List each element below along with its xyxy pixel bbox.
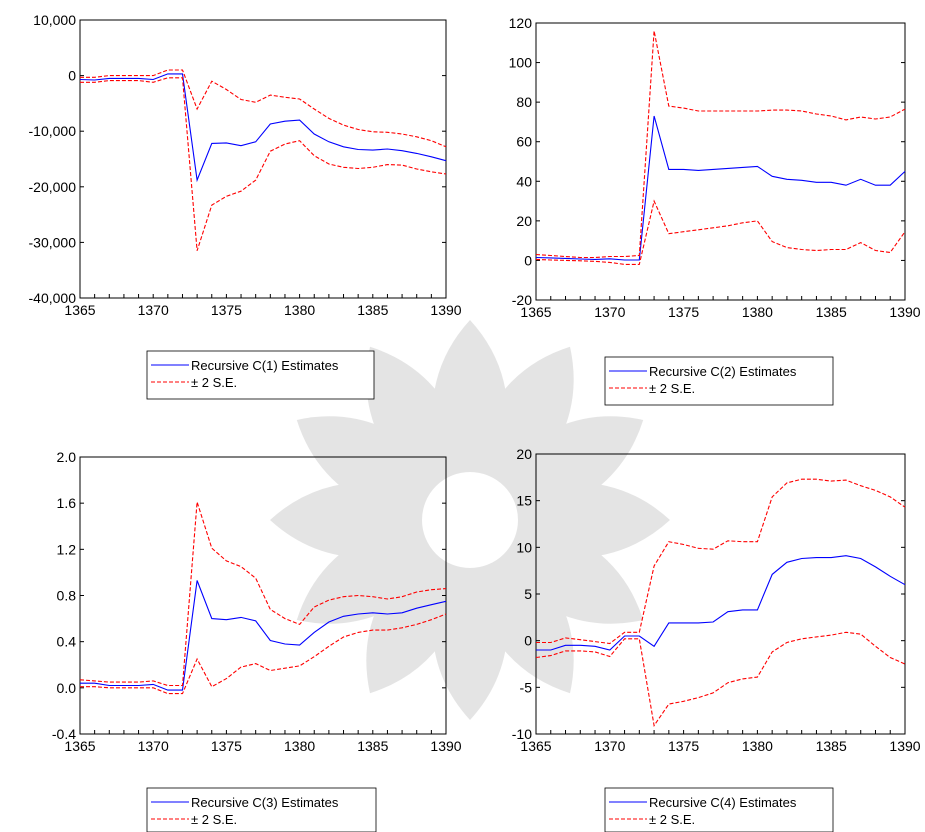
y-tick-label: 20 <box>516 213 532 229</box>
y-tick-label: 40 <box>516 173 532 189</box>
y-tick-label: 0 <box>524 633 532 649</box>
y-tick-label: -20,000 <box>29 179 77 195</box>
legend-3: Recursive C(3) Estimates ± 2 S.E. <box>146 787 377 832</box>
plot-4: -10 -5 0 5 10 15 20 1365 1370 1375 1380 1385 1390 <box>512 446 921 754</box>
x-tick-label: 1365 <box>520 738 551 754</box>
y-tick-label: 0.4 <box>57 634 77 650</box>
plot-frame <box>535 453 906 735</box>
plot-frame <box>535 22 906 301</box>
legend-label-estimates: Recursive C(1) Estimates <box>191 358 339 373</box>
series-line-2 <box>80 69 447 148</box>
series-line-2 <box>79 501 447 687</box>
x-tick-label: 1390 <box>430 302 461 318</box>
x-tick-label: 1385 <box>816 738 847 754</box>
x-tick-label: 1375 <box>668 304 699 320</box>
x-tick-label: 1390 <box>889 304 920 320</box>
legend-label-se: ± 2 S.E. <box>191 812 237 827</box>
x-tick-label: 1370 <box>138 302 169 318</box>
y-tick-label: 0.0 <box>57 680 77 696</box>
legend-box <box>604 356 834 406</box>
y-tick-label: 0 <box>524 252 532 268</box>
legend-label-estimates: Recursive C(4) Estimates <box>649 795 797 810</box>
series-line-3 <box>535 631 906 728</box>
y-tick-label: 60 <box>516 134 532 150</box>
series-line-1 <box>536 555 906 651</box>
plot-2: -20 0 20 40 60 80 100 120 1365 1370 1375 1380 1385 13… <box>509 15 921 320</box>
y-tick-label: -30,000 <box>29 234 77 250</box>
y-tick-label: -5 <box>520 679 533 695</box>
legend-label-estimates: Recursive C(2) Estimates <box>649 364 797 379</box>
x-tick-label: 1365 <box>520 304 551 320</box>
y-tick-label: 100 <box>509 55 533 71</box>
legend-box <box>146 787 377 832</box>
y-tick-label: 10 <box>516 539 532 555</box>
series-line-1 <box>535 115 906 261</box>
x-tick-label: 1370 <box>594 304 625 320</box>
y-tick-label: 0 <box>68 68 76 84</box>
y-tick-label: 120 <box>509 15 533 31</box>
x-tick-label: 1365 <box>64 302 95 318</box>
y-tick-label: 1.2 <box>57 541 77 557</box>
x-tick-label: 1390 <box>889 738 920 754</box>
y-tick-label: 1.6 <box>57 495 77 511</box>
series-line-1 <box>79 73 447 183</box>
series-line-3 <box>80 77 447 251</box>
x-tick-label: 1385 <box>816 304 847 320</box>
series-line-3 <box>80 613 447 695</box>
legend-4: Recursive C(4) Estimates ± 2 S.E. <box>604 787 834 832</box>
plot-1: -40,000 -30,000 -20,000 -10,000 0 10,000 1365 1… <box>29 12 462 318</box>
x-tick-label: 1370 <box>138 738 169 754</box>
legend-label-se: ± 2 S.E. <box>649 381 695 396</box>
x-tick-label: 1375 <box>211 302 242 318</box>
legend-label-estimates: Recursive C(3) Estimates <box>191 795 339 810</box>
x-tick-label: 1370 <box>594 738 625 754</box>
y-tick-label: 20 <box>516 446 532 462</box>
series-line-2 <box>535 30 906 259</box>
legend-box <box>146 350 375 400</box>
x-tick-label: 1380 <box>284 738 315 754</box>
x-tick-label: 1375 <box>668 738 699 754</box>
y-tick-label: 80 <box>516 94 532 110</box>
y-tick-label: -40,000 <box>29 290 77 306</box>
x-tick-label: 1365 <box>64 738 95 754</box>
x-tick-label: 1375 <box>211 738 242 754</box>
y-tick-label: 0.8 <box>57 588 77 604</box>
y-tick-label: -10,000 <box>29 123 77 139</box>
y-tick-label: 15 <box>516 493 532 509</box>
y-tick-label: -10 <box>512 726 532 742</box>
y-tick-label: 10,000 <box>33 12 76 28</box>
y-tick-label: 5 <box>524 586 532 602</box>
y-tick-label: -20 <box>512 292 532 308</box>
series-line-2 <box>536 478 906 645</box>
x-tick-label: 1380 <box>284 302 315 318</box>
legend-label-se: ± 2 S.E. <box>191 375 237 390</box>
x-tick-label: 1380 <box>742 738 773 754</box>
series-line-1 <box>80 580 447 691</box>
plot-frame <box>79 19 447 299</box>
legend-2: Recursive C(2) Estimates ± 2 S.E. <box>604 356 834 406</box>
series-line-3 <box>535 199 906 265</box>
y-tick-label: -0.4 <box>52 726 76 742</box>
legend-box <box>604 787 834 832</box>
x-tick-label: 1390 <box>430 738 461 754</box>
legend-label-se: ± 2 S.E. <box>649 812 695 827</box>
plot-3: -0.4 0.0 0.4 0.8 1.2 1.6 2.0 1365 1370 1375 1380 13… <box>52 449 462 754</box>
legend-1: Recursive C(1) Estimates ± 2 S.E. <box>146 350 375 400</box>
y-tick-label: 2.0 <box>57 449 77 465</box>
x-tick-label: 1385 <box>357 738 388 754</box>
x-tick-label: 1385 <box>357 302 388 318</box>
x-tick-label: 1380 <box>742 304 773 320</box>
